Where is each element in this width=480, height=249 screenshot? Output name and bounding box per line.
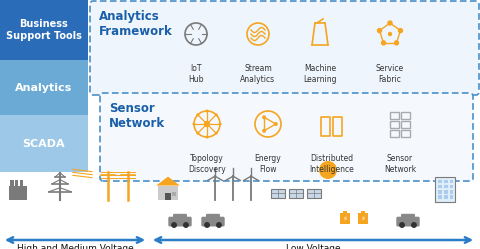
Circle shape xyxy=(183,222,189,228)
Bar xyxy=(401,130,410,137)
Bar xyxy=(343,210,347,213)
Circle shape xyxy=(388,21,392,25)
Text: Service
Fabric: Service Fabric xyxy=(376,64,404,84)
Text: Sensor
Network: Sensor Network xyxy=(384,154,416,174)
Circle shape xyxy=(192,123,195,125)
Circle shape xyxy=(319,161,337,179)
Bar xyxy=(390,112,399,119)
Circle shape xyxy=(411,222,417,228)
Bar xyxy=(271,189,285,198)
Bar xyxy=(450,185,454,188)
Bar xyxy=(0,60,88,115)
Bar xyxy=(444,195,447,199)
Bar xyxy=(289,189,303,198)
Bar xyxy=(158,186,178,200)
Circle shape xyxy=(218,123,221,125)
Circle shape xyxy=(274,122,278,126)
Circle shape xyxy=(196,132,199,135)
Bar xyxy=(165,193,171,200)
Bar xyxy=(401,112,410,119)
Bar xyxy=(11,180,14,187)
Circle shape xyxy=(216,222,222,228)
Bar xyxy=(390,121,399,128)
FancyBboxPatch shape xyxy=(90,1,479,95)
Circle shape xyxy=(204,222,210,228)
Bar xyxy=(438,195,442,199)
Circle shape xyxy=(382,41,385,45)
Bar xyxy=(438,180,442,183)
Text: Topology
Discovery: Topology Discovery xyxy=(188,154,226,174)
Text: ⚡: ⚡ xyxy=(343,216,348,222)
Text: Analytics
Framework: Analytics Framework xyxy=(99,10,173,38)
Circle shape xyxy=(204,122,209,126)
Text: Stream
Analytics: Stream Analytics xyxy=(240,64,276,84)
Circle shape xyxy=(262,129,266,133)
FancyBboxPatch shape xyxy=(206,214,220,221)
Circle shape xyxy=(398,29,402,33)
Bar xyxy=(361,210,365,213)
Bar xyxy=(444,180,447,183)
Bar xyxy=(444,190,447,193)
Text: ⚡: ⚡ xyxy=(360,216,365,222)
Text: SCADA: SCADA xyxy=(23,138,65,148)
Bar xyxy=(358,213,369,224)
Circle shape xyxy=(171,222,177,228)
Text: Sensor
Network: Sensor Network xyxy=(109,102,165,130)
Circle shape xyxy=(378,29,382,33)
Bar xyxy=(20,180,23,187)
Text: Analytics: Analytics xyxy=(15,82,72,92)
Circle shape xyxy=(395,41,398,45)
Bar xyxy=(450,190,454,193)
Circle shape xyxy=(262,115,266,119)
Circle shape xyxy=(388,33,392,36)
Circle shape xyxy=(205,110,208,113)
Bar xyxy=(14,180,18,187)
Bar xyxy=(321,117,330,136)
Bar xyxy=(435,177,455,202)
Circle shape xyxy=(215,132,218,135)
Bar xyxy=(450,195,454,199)
FancyBboxPatch shape xyxy=(396,217,420,227)
Bar xyxy=(444,185,447,188)
FancyBboxPatch shape xyxy=(100,93,473,181)
Bar xyxy=(401,121,410,128)
Bar xyxy=(450,180,454,183)
Bar xyxy=(307,189,321,198)
Text: Machine
Learning: Machine Learning xyxy=(303,64,337,84)
Circle shape xyxy=(215,113,218,116)
FancyBboxPatch shape xyxy=(401,214,415,221)
Bar xyxy=(9,187,27,200)
Circle shape xyxy=(205,135,208,138)
Circle shape xyxy=(196,113,199,116)
Text: Energy
Flow: Energy Flow xyxy=(254,154,281,174)
Bar xyxy=(438,185,442,188)
Circle shape xyxy=(399,222,405,228)
FancyBboxPatch shape xyxy=(173,214,187,221)
Bar xyxy=(390,130,399,137)
Bar xyxy=(438,190,442,193)
Bar xyxy=(333,117,342,136)
Text: Low Voltage: Low Voltage xyxy=(286,244,340,249)
Bar xyxy=(172,192,176,196)
Text: Business
Support Tools: Business Support Tools xyxy=(6,19,82,41)
FancyBboxPatch shape xyxy=(168,217,192,227)
Bar xyxy=(0,0,88,60)
Polygon shape xyxy=(156,177,180,186)
Bar xyxy=(340,213,350,224)
Text: Distributed
Intelligence: Distributed Intelligence xyxy=(310,154,354,174)
Text: IoT
Hub: IoT Hub xyxy=(188,64,204,84)
Bar xyxy=(0,115,88,172)
FancyBboxPatch shape xyxy=(201,217,225,227)
Text: High and Medium Voltage: High and Medium Voltage xyxy=(17,244,133,249)
